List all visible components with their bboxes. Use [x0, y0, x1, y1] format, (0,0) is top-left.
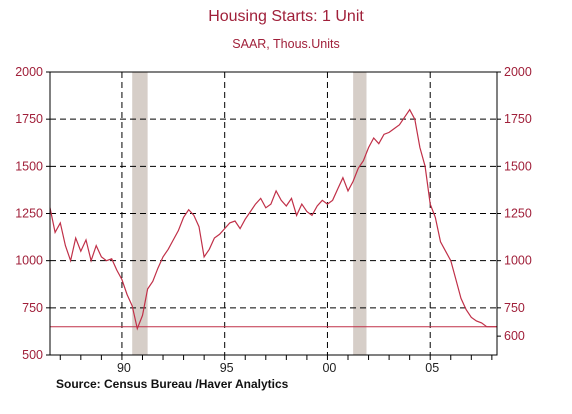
ytick-label-right: 1250 — [504, 207, 532, 221]
ytick-label-right: 1500 — [504, 159, 532, 173]
series-line — [49, 108, 497, 331]
ytick-label-left: 2000 — [15, 65, 43, 79]
chart-subtitle: SAAR, Thous.Units — [232, 37, 340, 51]
ytick-label-left: 750 — [22, 301, 43, 315]
ytick-label-right: 750 — [504, 301, 525, 315]
chart-title: Housing Starts: 1 Unit — [208, 8, 364, 25]
ytick-label-left: 1000 — [15, 254, 43, 268]
ytick-label-right: 1750 — [504, 112, 532, 126]
ytick-label-right: 1000 — [504, 254, 532, 268]
source-note: Source: Census Bureau /Haver Analytics — [56, 377, 289, 391]
ytick-label-right: 2000 — [504, 65, 532, 79]
xtick-label: 90 — [117, 361, 131, 375]
xtick-label: 95 — [220, 361, 234, 375]
ytick-label-left: 500 — [22, 348, 43, 362]
recession-band — [132, 72, 148, 355]
xtick-label: 05 — [425, 361, 439, 375]
ytick-label-left: 1500 — [15, 159, 43, 173]
recession-band — [353, 72, 367, 355]
ytick-label-left: 1250 — [15, 207, 43, 221]
xtick-label: 00 — [322, 361, 336, 375]
ytick-label-right: 600 — [504, 329, 525, 343]
ytick-label-left: 1750 — [15, 112, 43, 126]
